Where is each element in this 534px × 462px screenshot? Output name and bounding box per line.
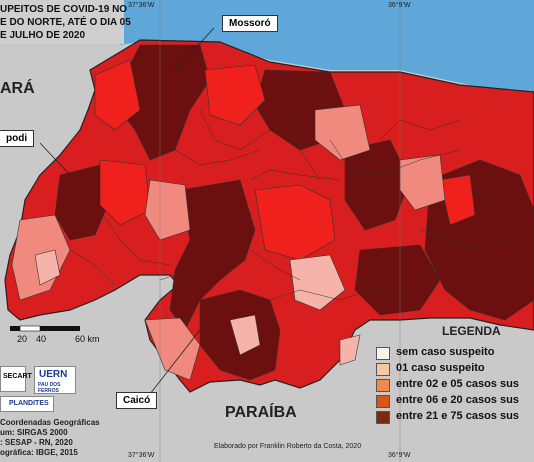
callout-mossoro: Mossoró xyxy=(222,15,278,32)
info-line1: Coordenadas Geográficas xyxy=(0,418,100,427)
map-title-line3: E JULHO DE 2020 xyxy=(0,30,86,41)
info-line2: um: SIRGAS 2000 xyxy=(0,428,68,437)
legend-item: 01 caso suspeito xyxy=(372,362,534,376)
scale-label-60: 60 km xyxy=(75,334,100,344)
region-light-south xyxy=(144,317,201,381)
info-line4: ográfica: IBGE, 2015 xyxy=(0,448,78,457)
region-bright-center xyxy=(254,184,336,261)
map-title-line1: UPEITOS DE COVID-19 NO xyxy=(0,4,128,15)
legend-item: entre 02 e 05 casos sus xyxy=(372,378,534,392)
region-pale-1 xyxy=(289,254,346,311)
plandites-logo-text: PLANDITES xyxy=(9,400,49,407)
municipal-borders xyxy=(69,109,521,301)
legend-title: LEGENDA xyxy=(442,324,501,338)
legend-item: entre 21 e 75 casos sus xyxy=(372,410,534,424)
legend-swatch xyxy=(376,411,390,424)
legend: sem caso suspeito 01 caso suspeito entre… xyxy=(372,342,534,424)
region-pale-3 xyxy=(34,249,61,286)
region-label-paraiba: PARAÍBA xyxy=(225,404,297,421)
legend-swatch xyxy=(376,347,390,360)
legend-label: entre 06 e 20 casos sus xyxy=(396,394,519,406)
legend-swatch xyxy=(376,363,390,376)
map-title-line2: E DO NORTE, ATÉ O DIA 05 xyxy=(0,17,131,28)
legend-label: 01 caso suspeito xyxy=(396,362,485,374)
legend-swatch xyxy=(376,395,390,408)
coord-bottom-right: 36°9'W xyxy=(388,452,411,459)
region-light-northeast xyxy=(314,104,371,161)
callout-apodi: podi xyxy=(0,130,35,147)
region-label-ceara: ARÁ xyxy=(0,80,35,97)
scale-label-40: 40 xyxy=(36,334,47,344)
region-light-center-west xyxy=(144,179,191,241)
legend-label: entre 02 e 05 casos sus xyxy=(396,378,519,390)
legend-label: entre 21 e 75 casos sus xyxy=(396,410,519,422)
callout-caico: Caicó xyxy=(116,392,158,409)
secart-logo-text: SECART xyxy=(3,373,32,380)
region-bright-north-center xyxy=(204,64,266,126)
region-dark-se xyxy=(354,244,441,316)
legend-item: entre 06 e 20 casos sus xyxy=(372,394,534,408)
legend-label: sem caso suspeito xyxy=(396,346,495,358)
coord-top-left: 37°36'W xyxy=(128,2,155,9)
legend-swatch xyxy=(376,379,390,392)
uern-logo-sub: PAU DOS FERROS xyxy=(38,382,61,394)
region-bright-nw xyxy=(94,59,141,131)
legend-item: sem caso suspeito xyxy=(372,346,534,360)
uern-logo: UERN PAU DOS FERROS xyxy=(34,366,76,394)
region-dark-mid-east xyxy=(344,139,411,231)
coord-top-right: 36°9'W xyxy=(388,2,411,9)
info-line3: : SESAP - RN, 2020 xyxy=(0,438,73,447)
scale-label-20: 20 xyxy=(17,334,28,344)
plandites-logo: PLANDITES xyxy=(0,396,54,412)
uern-logo-text: UERN xyxy=(39,369,68,380)
region-bright-west xyxy=(99,159,151,226)
region-bright-east xyxy=(439,174,476,226)
region-pale-2 xyxy=(229,314,261,356)
credit-text: Elaborado por Franklin Roberto da Costa,… xyxy=(214,443,362,450)
scale-bar xyxy=(10,325,80,332)
map-title-box: UPEITOS DE COVID-19 NO E DO NORTE, ATÉ O… xyxy=(0,0,131,44)
secart-logo: SECART xyxy=(0,366,32,392)
coord-bottom-left: 37°36'W xyxy=(128,452,155,459)
region-pale-4 xyxy=(339,334,361,366)
